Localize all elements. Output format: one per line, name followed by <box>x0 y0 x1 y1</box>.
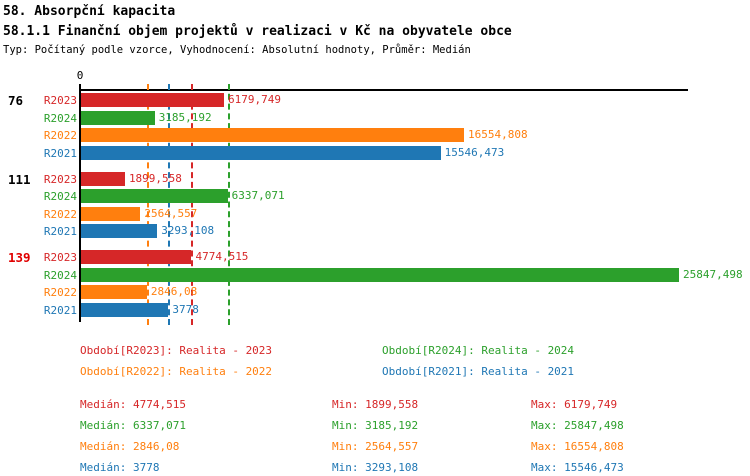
bar-series-label: R2023 <box>43 251 77 264</box>
stat-median-R2023: Medián: 4774,515 <box>80 398 186 411</box>
axis-zero-label: 0 <box>76 69 84 82</box>
median-line-R2022 <box>146 84 149 325</box>
median-line-R2021 <box>168 84 171 325</box>
bar-R2022-group-139 <box>81 285 147 299</box>
x-axis-line <box>79 89 688 91</box>
bar-R2021-group-111 <box>81 224 158 238</box>
bar-R2021-group-76 <box>81 145 441 160</box>
bar-R2023-group-76 <box>81 93 224 107</box>
legend-item-R2021: Období[R2021]: Realita - 2021 <box>382 365 575 378</box>
bar-R2022-group-76 <box>81 128 464 142</box>
legend-item-R2024: Období[R2024]: Realita - 2024 <box>382 344 575 357</box>
group-label-111: 111 <box>8 171 31 187</box>
y-axis-line <box>79 84 81 322</box>
bar-series-label: R2021 <box>43 146 77 160</box>
group-label-139: 139 <box>8 250 31 265</box>
stat-max-R2021: Max: 15546,473 <box>531 461 624 474</box>
stat-max-R2023: Max: 6179,749 <box>531 398 618 411</box>
chart-subtitle: Typ: Počítaný podle vzorce, Vyhodnocení:… <box>3 44 471 56</box>
stat-min-R2024: Min: 3185,192 <box>332 419 419 432</box>
bar-R2022-group-111 <box>81 206 141 221</box>
bar-value-label: 2564,557 <box>144 206 198 220</box>
page-title: 58. Absorpční kapacita <box>3 4 176 19</box>
bar-value-label: 25847,498 <box>683 267 743 281</box>
stat-median-R2021: Medián: 3778 <box>80 461 160 474</box>
bar-series-label: R2023 <box>43 172 77 186</box>
bar-R2023-group-139 <box>81 250 192 264</box>
bar-value-label: 16554,808 <box>468 128 528 141</box>
stat-min-R2023: Min: 1899,558 <box>332 398 419 411</box>
bar-R2023-group-111 <box>81 171 125 186</box>
bar-value-label: 15546,473 <box>444 145 505 159</box>
bar-series-label: R2022 <box>43 129 77 142</box>
bar-series-label: R2024 <box>43 111 77 125</box>
bar-series-label: R2022 <box>43 286 77 299</box>
bar-series-label: R2024 <box>43 268 77 282</box>
bar-series-label: R2023 <box>43 94 77 107</box>
median-line-R2024 <box>227 84 230 325</box>
bar-value-label: 2846,08 <box>150 285 198 298</box>
bar-R2024-group-139 <box>81 267 679 282</box>
stat-median-R2024: Medián: 6337,071 <box>80 419 186 432</box>
bar-R2021-group-139 <box>81 302 169 317</box>
stat-min-R2021: Min: 3293,108 <box>332 461 419 474</box>
bar-R2024-group-111 <box>81 189 228 203</box>
bar-value-label: 3185,192 <box>158 110 212 124</box>
legend-item-R2023: Období[R2023]: Realita - 2023 <box>80 344 273 357</box>
stat-max-R2024: Max: 25847,498 <box>531 419 624 432</box>
bar-series-label: R2021 <box>43 303 77 317</box>
bar-value-label: 3778 <box>172 302 199 316</box>
bar-value-label: 3293,108 <box>161 224 215 237</box>
bar-value-label: 4774,515 <box>195 250 249 263</box>
stat-max-R2022: Max: 16554,808 <box>531 440 624 453</box>
bar-R2024-group-76 <box>81 110 155 125</box>
median-line-R2023 <box>191 84 194 325</box>
bar-series-label: R2024 <box>43 190 77 203</box>
bar-value-label: 1899,558 <box>128 171 182 185</box>
bar-value-label: 6337,071 <box>231 189 285 202</box>
group-label-76: 76 <box>8 93 24 108</box>
stat-min-R2022: Min: 2564,557 <box>332 440 419 453</box>
chart-title: 58.1.1 Finanční objem projektů v realiza… <box>3 24 512 39</box>
bar-series-label: R2022 <box>43 207 77 221</box>
stat-median-R2022: Medián: 2846,08 <box>80 440 180 453</box>
legend-item-R2022: Období[R2022]: Realita - 2022 <box>80 365 273 378</box>
bar-series-label: R2021 <box>43 225 77 238</box>
bar-value-label: 6179,749 <box>227 93 281 106</box>
